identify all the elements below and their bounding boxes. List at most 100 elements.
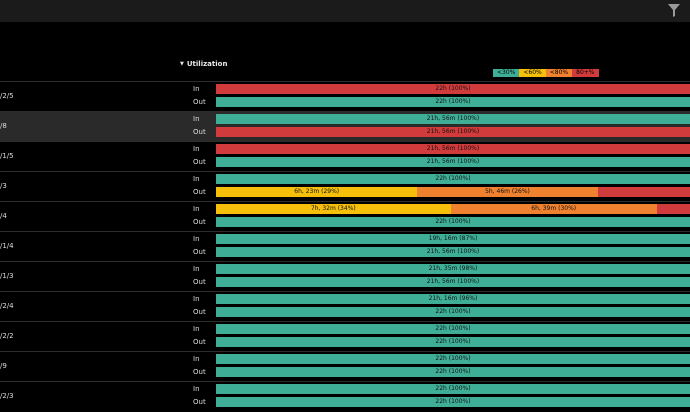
interface-name: /2/5 — [0, 92, 14, 100]
utilization-bar-in[interactable]: 19h, 16m (87%) — [216, 234, 690, 244]
interface-name: /8 — [0, 122, 7, 130]
utilization-segment[interactable]: 7h, 32m (34%) — [216, 204, 451, 214]
direction-label-out: Out — [193, 188, 206, 196]
top-bar — [0, 0, 690, 22]
direction-label-in: In — [193, 355, 200, 363]
interface-row[interactable]: /2/3 In 22h (100%) Out 22h (100%) — [0, 381, 690, 411]
utilization-segment[interactable]: 22h (100%) — [216, 84, 690, 94]
direction-label-out: Out — [193, 158, 206, 166]
utilization-segment[interactable]: 22h (100%) — [216, 367, 690, 377]
direction-label-in: In — [193, 385, 200, 393]
utilization-header[interactable]: ▼ Utilization — [180, 60, 227, 68]
interface-name: /1/4 — [0, 242, 14, 250]
utilization-segment[interactable]: 21h, 56m (100%) — [216, 157, 690, 167]
interface-row[interactable]: /1/3 In 21h, 35m (98%) Out 21h, 56m (100%) — [0, 261, 690, 291]
direction-label-out: Out — [193, 278, 206, 286]
interface-row[interactable]: /9 In 22h (100%) Out 22h (100%) — [0, 351, 690, 381]
direction-label-out: Out — [193, 398, 206, 406]
utilization-segment[interactable]: 21h, 56m (100%) — [216, 247, 690, 257]
direction-label-in: In — [193, 115, 200, 123]
interface-name: /2/4 — [0, 302, 14, 310]
utilization-segment[interactable]: 5h, 46m (26%) — [417, 187, 598, 197]
utilization-bar-out[interactable]: 21h, 56m (100%) — [216, 247, 690, 257]
direction-label-in: In — [193, 295, 200, 303]
utilization-bar-in[interactable]: 21h, 56m (100%) — [216, 114, 690, 124]
legend-item: 80+% — [572, 69, 599, 77]
interface-name: /2/2 — [0, 332, 14, 340]
filter-icon[interactable] — [668, 4, 680, 17]
utilization-bar-in[interactable]: 22h (100%) — [216, 174, 690, 184]
interface-row[interactable]: /3 In 22h (100%) Out 6h, 23m (29%) 5h, 46m (2… — [0, 171, 690, 201]
utilization-bar-out[interactable]: 21h, 56m (100%) — [216, 157, 690, 167]
utilization-bar-in[interactable]: 22h (100%) — [216, 384, 690, 394]
interface-row[interactable]: /2/5 In 22h (100%) Out 22h (100%) — [0, 81, 690, 111]
utilization-segment[interactable]: 22h (100%) — [216, 397, 690, 407]
direction-label-out: Out — [193, 98, 206, 106]
interface-name: /9 — [0, 362, 7, 370]
direction-label-in: In — [193, 235, 200, 243]
direction-label-in: In — [193, 175, 200, 183]
interface-row[interactable]: /8 In 21h, 56m (100%) Out 21h, 56m (100%) — [0, 111, 690, 141]
direction-label-out: Out — [193, 338, 206, 346]
interface-row[interactable]: /4 In 7h, 32m (34%) 6h, 39m (30%) Out 22h (10… — [0, 201, 690, 231]
direction-label-out: Out — [193, 248, 206, 256]
legend-item: <60% — [519, 69, 546, 77]
utilization-segment[interactable] — [656, 204, 690, 214]
utilization-segment[interactable]: 21h, 16m (96%) — [216, 294, 690, 304]
utilization-segment[interactable]: 22h (100%) — [216, 217, 690, 227]
legend-item: <80% — [545, 69, 573, 77]
interface-row[interactable]: /1/4 In 19h, 16m (87%) Out 21h, 56m (100%) — [0, 231, 690, 261]
utilization-segment[interactable]: 21h, 56m (100%) — [216, 277, 690, 287]
interface-row[interactable]: /1/5 In 21h, 56m (100%) Out 21h, 56m (100%) — [0, 141, 690, 171]
direction-label-out: Out — [193, 308, 206, 316]
utilization-segment[interactable]: 21h, 56m (100%) — [216, 114, 690, 124]
interface-name: /1/5 — [0, 152, 14, 160]
utilization-segment[interactable] — [597, 187, 690, 197]
utilization-segment[interactable]: 22h (100%) — [216, 337, 690, 347]
direction-label-in: In — [193, 265, 200, 273]
interface-row[interactable]: /2/2 In 22h (100%) Out 22h (100%) — [0, 321, 690, 351]
utilization-bar-in[interactable]: 21h, 56m (100%) — [216, 144, 690, 154]
utilization-bar-out[interactable]: 22h (100%) — [216, 307, 690, 317]
utilization-segment[interactable]: 21h, 35m (98%) — [216, 264, 690, 274]
caret-down-icon: ▼ — [180, 61, 184, 67]
utilization-bar-in[interactable]: 7h, 32m (34%) 6h, 39m (30%) — [216, 204, 690, 214]
utilization-segment[interactable]: 22h (100%) — [216, 307, 690, 317]
utilization-bar-out[interactable]: 22h (100%) — [216, 367, 690, 377]
utilization-bar-in[interactable]: 22h (100%) — [216, 84, 690, 94]
utilization-bar-in[interactable]: 22h (100%) — [216, 354, 690, 364]
utilization-bar-out[interactable]: 21h, 56m (100%) — [216, 127, 690, 137]
utilization-segment[interactable]: 22h (100%) — [216, 97, 690, 107]
utilization-legend: <30% <60% <80% 80+% — [493, 69, 599, 77]
utilization-segment[interactable]: 6h, 39m (30%) — [450, 204, 657, 214]
utilization-bar-out[interactable]: 22h (100%) — [216, 97, 690, 107]
direction-label-out: Out — [193, 368, 206, 376]
utilization-bar-in[interactable]: 21h, 16m (96%) — [216, 294, 690, 304]
interface-name: /2/3 — [0, 392, 14, 400]
utilization-bar-out[interactable]: 22h (100%) — [216, 217, 690, 227]
section-title: Utilization — [186, 60, 228, 68]
interface-list: /2/5 In 22h (100%) Out 22h (100%) /8 In 21h, 56… — [0, 81, 690, 411]
utilization-bar-out[interactable]: 22h (100%) — [216, 337, 690, 347]
utilization-bar-in[interactable]: 21h, 35m (98%) — [216, 264, 690, 274]
utilization-segment[interactable]: 22h (100%) — [216, 354, 690, 364]
direction-label-out: Out — [193, 128, 206, 136]
utilization-bar-out[interactable]: 21h, 56m (100%) — [216, 277, 690, 287]
utilization-segment[interactable]: 6h, 23m (29%) — [216, 187, 418, 197]
utilization-segment[interactable]: 21h, 56m (100%) — [216, 127, 690, 137]
utilization-segment[interactable]: 22h (100%) — [216, 384, 690, 394]
utilization-segment[interactable]: 22h (100%) — [216, 174, 690, 184]
utilization-segment[interactable]: 19h, 16m (87%) — [216, 234, 690, 244]
utilization-bar-in[interactable]: 22h (100%) — [216, 324, 690, 334]
utilization-segment[interactable]: 21h, 56m (100%) — [216, 144, 690, 154]
direction-label-out: Out — [193, 218, 206, 226]
utilization-segment[interactable]: 22h (100%) — [216, 324, 690, 334]
utilization-bar-out[interactable]: 22h (100%) — [216, 397, 690, 407]
utilization-bar-out[interactable]: 6h, 23m (29%) 5h, 46m (26%) — [216, 187, 690, 197]
interface-name: /3 — [0, 182, 7, 190]
direction-label-in: In — [193, 145, 200, 153]
interface-name: /1/3 — [0, 272, 14, 280]
direction-label-in: In — [193, 205, 200, 213]
interface-row[interactable]: /2/4 In 21h, 16m (96%) Out 22h (100%) — [0, 291, 690, 321]
legend-item: <30% — [493, 69, 520, 77]
